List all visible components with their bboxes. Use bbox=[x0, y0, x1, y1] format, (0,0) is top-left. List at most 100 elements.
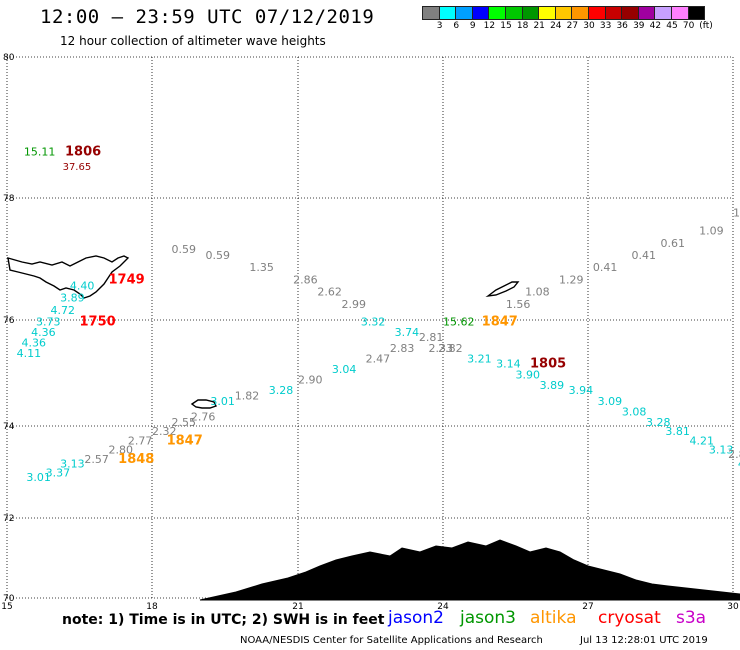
wave-height-reading: 2.80 bbox=[109, 444, 134, 457]
wave-height-reading: 1847 bbox=[167, 433, 203, 448]
coastlines bbox=[7, 255, 740, 601]
wave-height-reading: 3.14 bbox=[496, 358, 520, 371]
wave-height-reading: 3.28 bbox=[269, 384, 294, 397]
credit-line: NOAA/NESDIS Center for Satellite Applica… bbox=[240, 635, 543, 646]
wave-height-reading: 3.37 bbox=[46, 467, 71, 480]
wave-height-reading: 1.82 bbox=[235, 390, 260, 403]
colorbar-unit: (ft) bbox=[699, 21, 713, 31]
wave-height-reading: 2.32 bbox=[152, 425, 177, 438]
wave-height-reading: 3.21 bbox=[467, 352, 492, 365]
wave-height-reading: 0.41 bbox=[632, 249, 657, 262]
wave-height-reading: 1805 bbox=[530, 357, 566, 372]
wave-height-reading: 1.09 bbox=[699, 225, 724, 238]
wave-height-reading: 0.41 bbox=[593, 261, 618, 274]
wave-height-reading: 3.73 bbox=[36, 315, 61, 328]
colorbar-tick: 18 bbox=[516, 21, 529, 31]
wave-height-reading: 0.59 bbox=[171, 243, 196, 256]
wave-height-reading: 3.08 bbox=[622, 405, 647, 418]
page-subtitle: 12 hour collection of altimeter wave hei… bbox=[60, 34, 326, 48]
wave-height-reading: 3.01 bbox=[210, 395, 235, 408]
wave-height-reading: 2.47 bbox=[366, 352, 391, 365]
colorbar-tick: 30 bbox=[583, 21, 595, 31]
wave-height-reading: 4.21 bbox=[690, 434, 715, 447]
colorbar-tick: 42 bbox=[649, 21, 662, 31]
wave-height-reading: 2.82 bbox=[438, 342, 463, 355]
wave-height-reading: 1. bbox=[733, 206, 740, 219]
colorbar-tick: 21 bbox=[533, 21, 545, 31]
colorbar-tick: 27 bbox=[566, 21, 579, 31]
wave-height-reading: 2.57 bbox=[84, 453, 109, 466]
wave-height-reading: 2.76 bbox=[191, 411, 216, 424]
longitude-label: 15 bbox=[1, 602, 12, 612]
wave-height-reading: 1847 bbox=[482, 314, 518, 329]
wave-height-reading: 4.40 bbox=[70, 280, 95, 293]
wave-height-reading: 1806 bbox=[65, 145, 101, 160]
longitude-label: 21 bbox=[292, 602, 303, 612]
colorbar-tick: 36 bbox=[616, 21, 628, 31]
svalbard-coastline bbox=[7, 255, 130, 299]
wave-height-reading: 2.81 bbox=[419, 331, 444, 344]
wave-height-reading: 3.01 bbox=[26, 471, 51, 484]
wave-height-reading: 1750 bbox=[80, 314, 116, 329]
wave-height-reading: 2.77 bbox=[128, 434, 153, 447]
wave-height-reading: 2.90 bbox=[298, 374, 323, 387]
page-title: 12:00 – 23:59 UTC 07/12/2019 bbox=[40, 6, 375, 28]
colorbar-tick: 24 bbox=[550, 21, 562, 31]
latitude-label: 80 bbox=[3, 53, 15, 63]
colorbar-swatch bbox=[687, 6, 706, 20]
wave-height-reading: 3.09 bbox=[598, 395, 623, 408]
wave-height-reading: 1.29 bbox=[559, 273, 584, 286]
bear-island-coastline bbox=[190, 399, 217, 409]
longitude-label: 24 bbox=[437, 602, 449, 612]
latitude-label: 70 bbox=[3, 594, 15, 604]
legend-cryosat: cryosat bbox=[598, 608, 661, 628]
wave-height-reading: 3.13 bbox=[60, 457, 85, 470]
longitude-label: 18 bbox=[146, 602, 158, 612]
wave-height-reading: 3.94 bbox=[569, 384, 594, 397]
wave-height-reading: 2.86 bbox=[728, 448, 740, 461]
latitude-label: 78 bbox=[3, 194, 15, 204]
wave-height-reading: 15.11 bbox=[24, 146, 55, 159]
colorbar-tick: 33 bbox=[599, 21, 612, 31]
footer-note: note: 1) Time is in UTC; 2) SWH is in fe… bbox=[62, 612, 385, 628]
wave-height-reading: 4.36 bbox=[31, 326, 55, 339]
wave-height-reading: 3.89 bbox=[60, 292, 85, 305]
latitude-label: 76 bbox=[3, 316, 15, 326]
wave-height-reading: 15.62 bbox=[443, 315, 475, 328]
wave-height-reading: 1.08 bbox=[525, 286, 550, 299]
wave-height-reading: 1.35 bbox=[249, 261, 273, 274]
hopen-coastline bbox=[485, 281, 520, 298]
wave-height-reading: 2.86 bbox=[293, 273, 318, 286]
wave-height-reading: 3.81 bbox=[665, 425, 690, 438]
colorbar-tick: 15 bbox=[500, 21, 512, 31]
wave-height-reading: 1848 bbox=[118, 452, 154, 467]
legend-jason3: jason3 bbox=[460, 608, 516, 628]
colorbar-tick: 39 bbox=[633, 21, 645, 31]
wave-height-reading: 2.62 bbox=[317, 286, 342, 299]
longitude-label: 30 bbox=[727, 602, 739, 612]
wave-height-reading: 3.74 bbox=[395, 326, 420, 339]
norway-coastline bbox=[199, 539, 740, 601]
wave-height-reading: 3.90 bbox=[516, 368, 541, 381]
wave-height-reading: 3.28 bbox=[646, 416, 671, 429]
colorbar-tick: 9 bbox=[469, 21, 476, 31]
wave-height-reading: 1749 bbox=[109, 272, 145, 287]
colorbar-tick: 45 bbox=[666, 21, 678, 31]
wave-height-reading: 3.32 bbox=[361, 315, 386, 328]
colorbar-tick: 12 bbox=[483, 21, 496, 31]
legend-jason2: jason2 bbox=[388, 608, 444, 628]
wave-height-reading: 2.33 bbox=[429, 342, 454, 355]
graticule: 15 18 21 24 27 30 80 78 76 74 72 70 bbox=[1, 53, 739, 612]
wave-height-reading: 1.56 bbox=[506, 298, 531, 311]
colorbar-tick: 6 bbox=[453, 21, 460, 31]
legend-s3a: s3a bbox=[676, 608, 707, 628]
wave-height-reading: 0.61 bbox=[661, 237, 686, 250]
wave-height-reading: 4.36 bbox=[22, 337, 47, 350]
wave-height-colorbar bbox=[422, 6, 706, 20]
wave-height-reading: 3.13 bbox=[709, 444, 734, 457]
wave-height-reading: 2.55 bbox=[171, 416, 196, 429]
wave-height-reading: 4.72 bbox=[51, 304, 76, 317]
